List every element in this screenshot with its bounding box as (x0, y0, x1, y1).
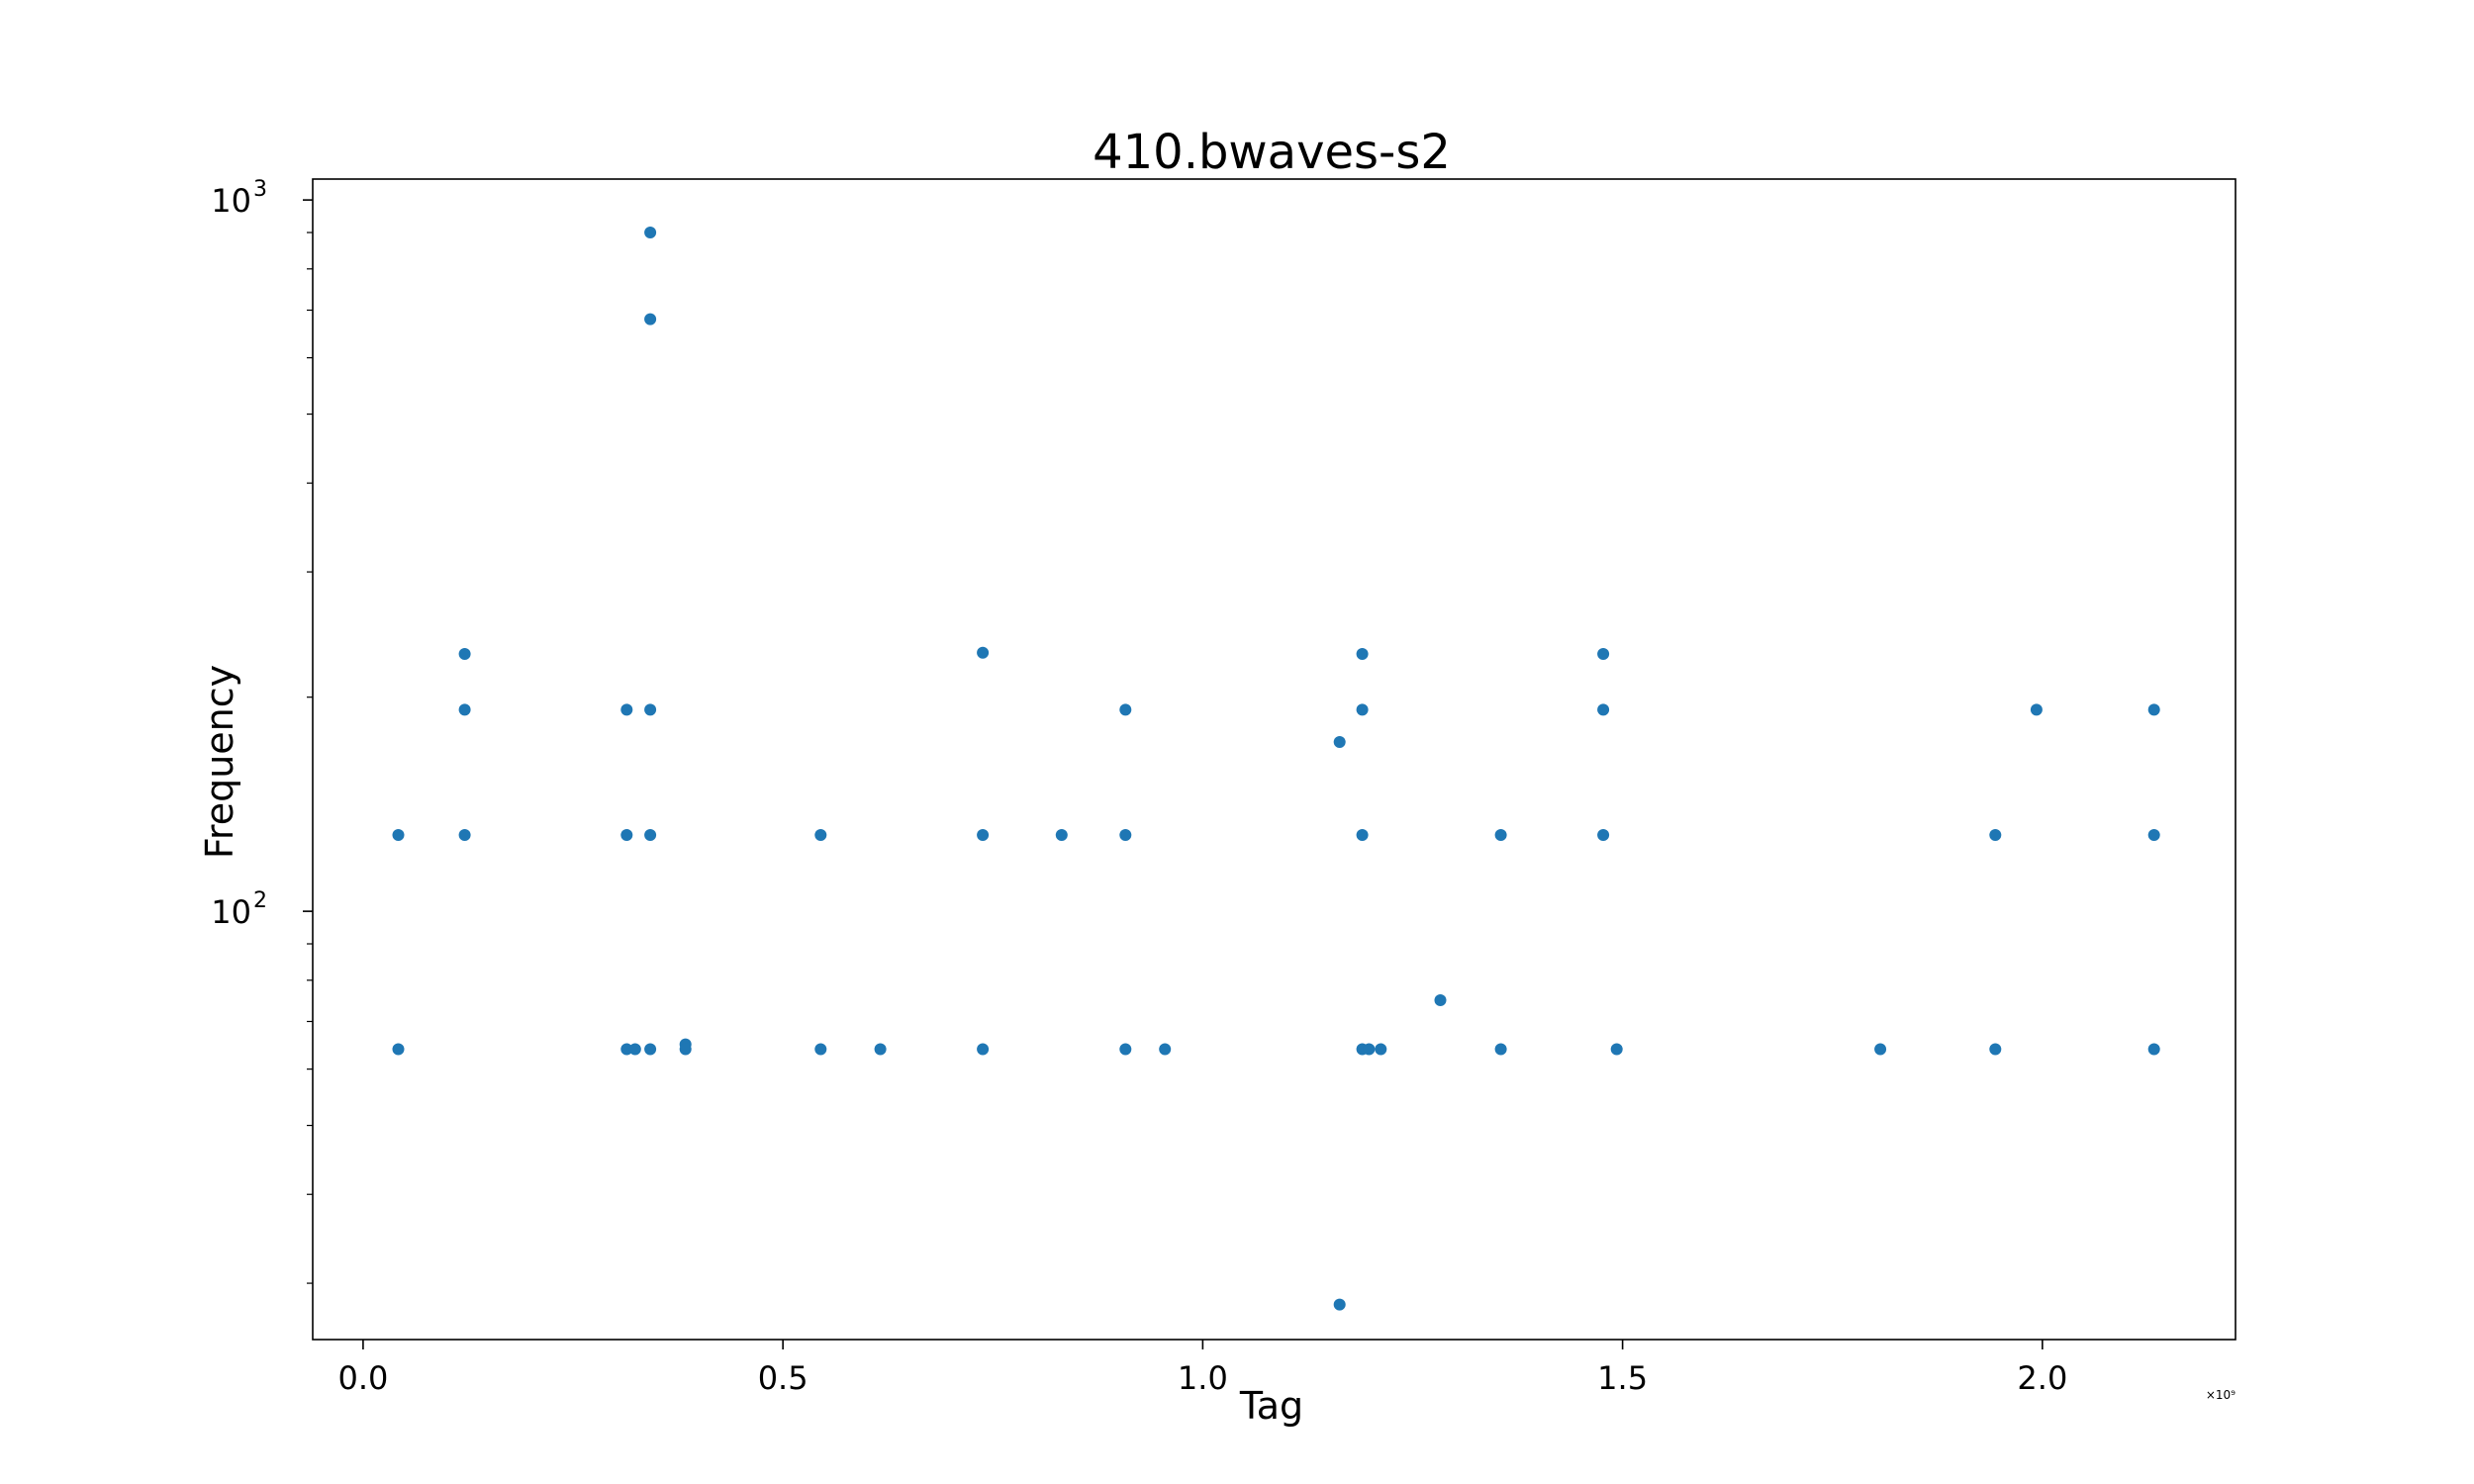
data-point (1159, 1043, 1172, 1056)
data-point (644, 227, 657, 238)
data-point (628, 1043, 641, 1056)
data-point (1375, 1043, 1387, 1056)
data-point (644, 313, 657, 325)
data-point (620, 703, 633, 716)
data-point (814, 1043, 827, 1056)
data-point (1597, 648, 1610, 660)
chart-title: 410.bwaves-s2 (1093, 125, 1451, 180)
plot-area-frame (312, 178, 2236, 1341)
x-tick-label: 1.0 (1178, 1359, 1228, 1397)
data-point (1333, 1298, 1346, 1311)
data-point (814, 829, 827, 841)
data-point (1119, 829, 1132, 841)
data-point (1333, 736, 1346, 748)
data-point (392, 1043, 405, 1056)
data-point (1494, 829, 1507, 841)
data-point (458, 703, 471, 716)
data-point (1434, 994, 1447, 1006)
data-point (458, 648, 471, 660)
data-point (644, 1043, 657, 1056)
y-tick-label: 10 (211, 893, 251, 931)
data-point (679, 1043, 692, 1056)
data-point (1494, 1043, 1507, 1056)
x-tick-label: 2.0 (2017, 1359, 2067, 1397)
y-axis-label: Frequency (198, 665, 241, 859)
y-tick-label-exponent: 2 (253, 888, 267, 913)
data-point (1356, 648, 1369, 660)
data-point (1119, 703, 1132, 716)
x-tick-label: 0.5 (758, 1359, 809, 1397)
data-point (620, 1043, 633, 1056)
data-point (1356, 703, 1369, 716)
data-point (1597, 703, 1610, 716)
y-tick-label-exponent: 3 (253, 177, 267, 202)
x-axis-offset-label: ×10⁹ (2206, 1388, 2236, 1402)
data-point (392, 829, 405, 841)
data-point (1610, 1043, 1623, 1056)
data-point (1363, 1043, 1376, 1056)
data-point (977, 646, 990, 659)
data-point (1055, 829, 1068, 841)
data-point (2147, 829, 2160, 841)
y-tick-label: 10 (211, 182, 251, 220)
data-point (2030, 703, 2043, 716)
data-point (977, 829, 990, 841)
data-point (1989, 1043, 2002, 1056)
data-point (644, 829, 657, 841)
data-point (644, 703, 657, 716)
data-point (2147, 703, 2160, 716)
data-point (2147, 1043, 2160, 1056)
data-point (458, 829, 471, 841)
data-point (1356, 829, 1369, 841)
data-point (1119, 1043, 1132, 1056)
x-axis-label: Tag (1239, 1384, 1303, 1428)
data-points (392, 227, 2160, 1311)
x-axis-ticks: 0.0 0.5 1.0 1.5 2.0 (337, 1340, 2067, 1397)
data-point (874, 1043, 887, 1056)
data-point (1874, 1043, 1887, 1056)
data-point (977, 1043, 990, 1056)
data-point (1989, 829, 2002, 841)
data-point (620, 829, 633, 841)
x-tick-label: 1.5 (1597, 1359, 1648, 1397)
x-tick-label: 0.0 (337, 1359, 388, 1397)
data-point (1597, 829, 1610, 841)
